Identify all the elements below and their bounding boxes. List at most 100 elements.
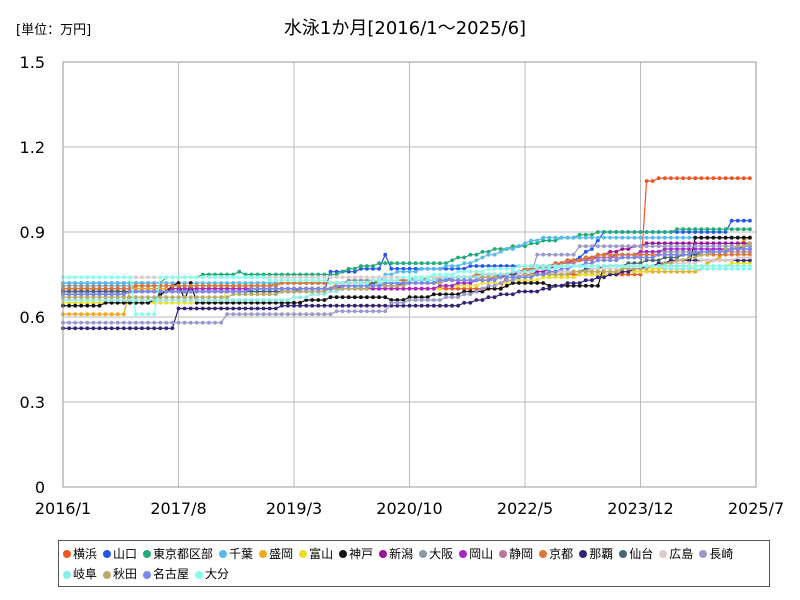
data-point bbox=[498, 264, 503, 268]
data-point bbox=[741, 252, 746, 257]
data-point bbox=[237, 269, 242, 274]
data-point bbox=[620, 235, 625, 240]
data-point bbox=[498, 272, 503, 277]
data-point bbox=[182, 286, 187, 291]
data-point bbox=[255, 289, 260, 294]
y-tick-label: 1.5 bbox=[20, 53, 45, 72]
data-point bbox=[705, 249, 710, 254]
data-point bbox=[480, 264, 485, 268]
data-point bbox=[213, 295, 217, 300]
data-point bbox=[669, 247, 673, 251]
data-point bbox=[717, 227, 722, 232]
legend-item: 東京都区部 bbox=[143, 545, 213, 564]
data-point bbox=[717, 255, 722, 260]
data-point bbox=[261, 283, 266, 288]
data-point bbox=[523, 269, 527, 274]
data-point bbox=[115, 300, 120, 305]
data-point bbox=[559, 252, 564, 257]
data-point bbox=[480, 289, 485, 294]
data-point bbox=[444, 295, 448, 300]
data-point bbox=[669, 249, 673, 254]
legend-marker bbox=[103, 550, 112, 558]
data-point bbox=[255, 281, 260, 285]
data-point bbox=[67, 286, 71, 291]
data-point bbox=[662, 255, 667, 260]
data-point bbox=[231, 289, 236, 294]
data-point bbox=[395, 266, 400, 271]
data-point bbox=[711, 241, 716, 246]
data-point bbox=[687, 227, 691, 232]
data-point bbox=[207, 281, 211, 285]
data-point bbox=[328, 272, 333, 277]
data-point bbox=[626, 235, 631, 240]
data-point bbox=[535, 278, 540, 283]
data-point bbox=[115, 312, 120, 317]
data-point bbox=[699, 252, 704, 257]
data-point bbox=[383, 275, 388, 280]
data-point bbox=[444, 278, 448, 283]
data-point bbox=[711, 252, 716, 257]
data-point bbox=[346, 286, 351, 291]
data-point bbox=[255, 292, 260, 297]
data-point bbox=[170, 283, 175, 288]
legend-marker bbox=[539, 550, 548, 558]
data-point bbox=[79, 300, 84, 305]
data-point bbox=[669, 255, 673, 260]
legend-item: 横浜 bbox=[63, 545, 97, 564]
data-point bbox=[583, 232, 588, 237]
data-point bbox=[669, 264, 673, 268]
data-point bbox=[717, 244, 722, 249]
data-point bbox=[279, 272, 284, 277]
data-point bbox=[115, 320, 120, 325]
data-point bbox=[583, 264, 588, 268]
data-point bbox=[583, 266, 588, 271]
data-point bbox=[219, 283, 224, 288]
data-point bbox=[334, 272, 339, 277]
data-point bbox=[115, 283, 120, 288]
data-point bbox=[207, 289, 211, 294]
data-point bbox=[401, 283, 406, 288]
data-point bbox=[571, 281, 576, 285]
data-point bbox=[134, 326, 138, 331]
data-point bbox=[656, 230, 661, 234]
data-point bbox=[656, 176, 661, 181]
data-point bbox=[669, 244, 673, 249]
data-point bbox=[328, 286, 333, 291]
data-point bbox=[310, 272, 315, 277]
data-point bbox=[462, 275, 467, 280]
data-point bbox=[188, 298, 193, 302]
data-point bbox=[255, 272, 260, 277]
data-point bbox=[547, 269, 552, 274]
data-point bbox=[748, 255, 752, 260]
data-point bbox=[705, 252, 710, 257]
data-point bbox=[608, 249, 612, 254]
data-point bbox=[67, 281, 71, 285]
data-point bbox=[237, 286, 242, 291]
x-tick-label: 2019/3 bbox=[266, 499, 322, 518]
data-point bbox=[444, 272, 448, 277]
data-point bbox=[681, 249, 685, 254]
data-point bbox=[462, 261, 467, 266]
data-point bbox=[662, 264, 667, 268]
data-point bbox=[194, 320, 199, 325]
data-point bbox=[286, 298, 290, 302]
data-point bbox=[644, 179, 649, 183]
data-point bbox=[261, 292, 266, 297]
data-point bbox=[504, 247, 509, 251]
data-point bbox=[741, 261, 746, 266]
legend-label: 長崎 bbox=[709, 546, 734, 561]
data-point bbox=[322, 286, 327, 291]
data-point bbox=[249, 281, 254, 285]
data-point bbox=[450, 258, 454, 263]
data-point bbox=[352, 278, 357, 283]
data-point bbox=[352, 286, 357, 291]
data-point bbox=[626, 244, 631, 249]
data-point bbox=[213, 320, 217, 325]
data-point bbox=[91, 326, 96, 331]
data-point bbox=[103, 312, 108, 317]
data-point bbox=[346, 278, 351, 283]
data-point bbox=[711, 249, 716, 254]
data-point bbox=[292, 295, 296, 300]
data-point bbox=[656, 235, 661, 240]
data-point bbox=[462, 289, 467, 294]
